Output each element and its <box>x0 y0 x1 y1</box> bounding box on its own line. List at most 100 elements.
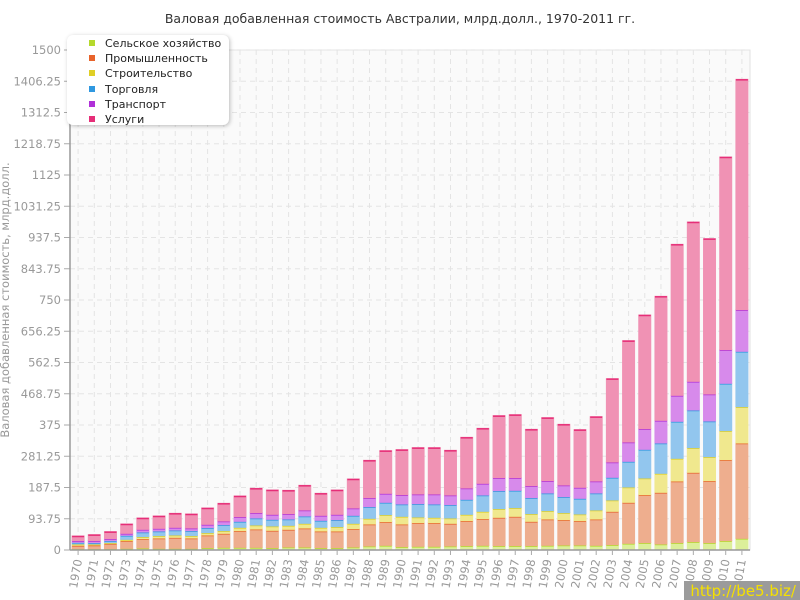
bar-segment-2-2003[interactable] <box>605 499 619 512</box>
bar-segment-1-2001[interactable] <box>573 520 587 546</box>
bar-segment-1-1992[interactable] <box>427 522 441 547</box>
bar-segment-2-2008[interactable] <box>686 447 700 473</box>
bar-segment-1-1994[interactable] <box>460 520 474 547</box>
bar-segment-5-1984[interactable] <box>298 484 312 511</box>
bar-segment-5-1975[interactable] <box>152 515 166 529</box>
bar-segment-5-2008[interactable] <box>686 221 700 382</box>
bar-segment-2-2007[interactable] <box>670 457 684 482</box>
bar-segment-5-1980[interactable] <box>233 495 247 518</box>
legend-item[interactable]: Торговля <box>67 82 221 97</box>
bar-segment-1-2011[interactable] <box>735 442 749 539</box>
bar-segment-1-1999[interactable] <box>541 518 555 546</box>
bar-segment-2-2009[interactable] <box>703 456 717 482</box>
bar-segment-1-1985[interactable] <box>314 530 328 549</box>
bar-segment-1-1982[interactable] <box>265 529 279 549</box>
bar-segment-2-2010[interactable] <box>719 430 733 461</box>
bar-segment-5-1978[interactable] <box>201 507 215 525</box>
bar-segment-5-2005[interactable] <box>638 314 652 430</box>
bar-segment-5-1991[interactable] <box>411 447 425 495</box>
bar-segment-1-2004[interactable] <box>622 501 636 544</box>
bar-segment-4-2002[interactable] <box>589 480 603 494</box>
legend-item[interactable]: Услуги <box>67 112 221 127</box>
bar-segment-4-2006[interactable] <box>654 419 668 444</box>
bar-segment-1-2000[interactable] <box>557 519 571 546</box>
bar-segment-5-1994[interactable] <box>460 436 474 489</box>
bar-segment-1-1996[interactable] <box>492 516 506 547</box>
bar-segment-1-2007[interactable] <box>670 480 684 544</box>
bar-segment-3-2010[interactable] <box>719 382 733 432</box>
bar-segment-4-1999[interactable] <box>541 480 555 494</box>
bar-segment-3-1998[interactable] <box>524 497 538 515</box>
bar-segment-4-2001[interactable] <box>573 486 587 499</box>
bar-segment-2-1996[interactable] <box>492 508 506 518</box>
legend-item[interactable]: Строительство <box>67 66 221 81</box>
bar-segment-1-1976[interactable] <box>168 536 182 549</box>
bar-segment-5-2001[interactable] <box>573 429 587 488</box>
bar-segment-3-1999[interactable] <box>541 492 555 512</box>
bar-segment-1-1997[interactable] <box>508 515 522 547</box>
bar-segment-3-1993[interactable] <box>443 504 457 519</box>
bar-segment-4-1996[interactable] <box>492 477 506 492</box>
bar-segment-5-1986[interactable] <box>330 489 344 515</box>
bar-segment-3-2000[interactable] <box>557 496 571 514</box>
bar-segment-3-2004[interactable] <box>622 460 636 488</box>
bar-segment-2-2006[interactable] <box>654 472 668 493</box>
bar-segment-5-1982[interactable] <box>265 489 279 515</box>
bar-segment-2-2011[interactable] <box>735 406 749 444</box>
bar-segment-5-1989[interactable] <box>379 450 393 494</box>
bar-segment-5-1998[interactable] <box>524 428 538 487</box>
bar-segment-5-1977[interactable] <box>184 513 198 529</box>
bar-segment-3-1988[interactable] <box>363 506 377 519</box>
bar-segment-4-1994[interactable] <box>460 487 474 500</box>
bar-segment-2-2002[interactable] <box>589 509 603 520</box>
bar-segment-1-1980[interactable] <box>233 530 247 548</box>
bar-segment-3-2009[interactable] <box>703 420 717 458</box>
bar-segment-1-2005[interactable] <box>638 494 652 544</box>
legend-item[interactable]: Транспорт <box>67 97 221 112</box>
legend-item[interactable]: Сельское хозяйство <box>67 36 221 51</box>
bar-segment-3-1997[interactable] <box>508 489 522 509</box>
bar-segment-4-1992[interactable] <box>427 493 441 505</box>
bar-segment-1-1977[interactable] <box>184 537 198 549</box>
bar-segment-1-1975[interactable] <box>152 537 166 549</box>
bar-segment-1-1993[interactable] <box>443 522 457 547</box>
bar-segment-5-2002[interactable] <box>589 416 603 482</box>
bar-segment-1-1987[interactable] <box>346 528 360 548</box>
bar-segment-2-1997[interactable] <box>508 507 522 517</box>
bar-segment-4-1993[interactable] <box>443 494 457 506</box>
bar-segment-1-1989[interactable] <box>379 521 393 546</box>
bar-segment-5-1992[interactable] <box>427 447 441 495</box>
bar-segment-1-2002[interactable] <box>589 518 603 546</box>
bar-segment-1-1986[interactable] <box>330 530 344 549</box>
bar-segment-0-2011[interactable] <box>735 537 749 551</box>
bar-segment-5-2011[interactable] <box>735 78 749 311</box>
bar-segment-5-1990[interactable] <box>395 449 409 496</box>
bar-segment-1-1978[interactable] <box>201 534 215 549</box>
bar-segment-4-1997[interactable] <box>508 477 522 491</box>
bar-segment-4-1991[interactable] <box>411 493 425 505</box>
bar-segment-1-1995[interactable] <box>476 518 490 546</box>
bar-segment-4-2010[interactable] <box>719 349 733 384</box>
bar-segment-1-2006[interactable] <box>654 491 668 545</box>
bar-segment-1-1991[interactable] <box>411 522 425 547</box>
bar-segment-1-2010[interactable] <box>719 459 733 542</box>
bar-segment-3-2007[interactable] <box>670 420 684 459</box>
bar-segment-5-2003[interactable] <box>605 378 619 463</box>
bar-segment-5-2000[interactable] <box>557 423 571 486</box>
bar-segment-2-2004[interactable] <box>622 486 636 503</box>
bar-segment-5-1995[interactable] <box>476 427 490 484</box>
bar-segment-4-1998[interactable] <box>524 485 538 499</box>
bar-segment-1-1979[interactable] <box>217 532 231 548</box>
bar-segment-1-1998[interactable] <box>524 520 538 547</box>
bar-segment-3-1992[interactable] <box>427 503 441 518</box>
bar-segment-4-2004[interactable] <box>622 441 636 462</box>
bar-segment-0-2010[interactable] <box>719 540 733 551</box>
bar-segment-1-1983[interactable] <box>282 528 296 548</box>
bar-segment-5-2006[interactable] <box>654 295 668 421</box>
bar-segment-5-1976[interactable] <box>168 512 182 528</box>
bar-segment-5-1974[interactable] <box>136 517 150 530</box>
bar-segment-5-2009[interactable] <box>703 238 717 395</box>
bar-segment-5-1997[interactable] <box>508 414 522 479</box>
bar-segment-4-1990[interactable] <box>395 494 409 505</box>
bar-segment-4-1989[interactable] <box>379 492 393 503</box>
